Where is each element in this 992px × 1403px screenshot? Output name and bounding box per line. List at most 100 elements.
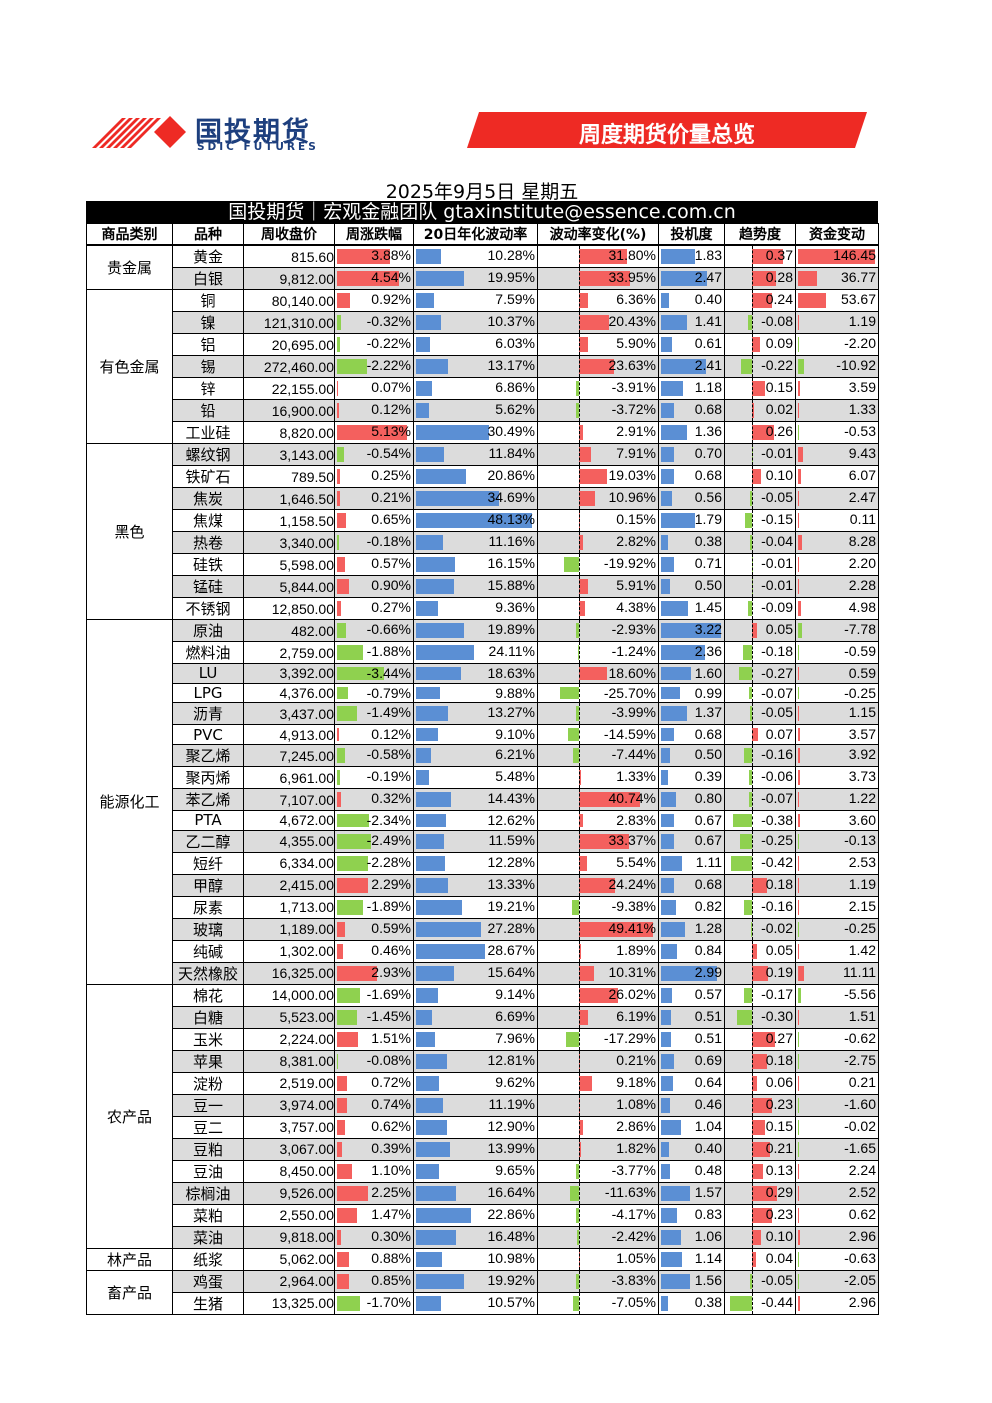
header-fund-flow: 资金变动 bbox=[795, 223, 879, 246]
zero-axis bbox=[578, 897, 581, 918]
chg-value: 0.90% bbox=[371, 577, 411, 593]
vol-bar bbox=[416, 579, 455, 594]
vol-value: 9.65% bbox=[495, 1161, 535, 1178]
trend-cell: 0.05 bbox=[724, 619, 796, 642]
fund-bar bbox=[798, 965, 804, 981]
vol-bar bbox=[416, 792, 451, 808]
commodity-name: 玻璃 bbox=[172, 917, 244, 941]
fund-cell: 0.62 bbox=[795, 1203, 879, 1227]
spec-value: 2.41 bbox=[694, 357, 722, 373]
zero-axis bbox=[752, 897, 754, 918]
spec-cell: 0.48 bbox=[658, 1159, 725, 1183]
spec-bar bbox=[661, 337, 673, 352]
category-cell: 农产品 bbox=[86, 983, 173, 1249]
vol-cell: 19.21% bbox=[413, 895, 538, 919]
vchg-bar bbox=[578, 792, 641, 808]
vol-value: 7.59% bbox=[495, 291, 535, 307]
fund-value: 2.96 bbox=[848, 1293, 876, 1310]
fund-value: 1.19 bbox=[848, 875, 876, 892]
vol-cell: 13.33% bbox=[413, 873, 538, 897]
spec-value: 0.84 bbox=[694, 941, 722, 958]
trend-value: 0.24 bbox=[765, 291, 793, 307]
vol-cell: 34.69% bbox=[413, 487, 538, 510]
chg-bar bbox=[337, 1075, 347, 1091]
vol-value: 48.13% bbox=[487, 511, 535, 527]
zero-axis bbox=[752, 1205, 754, 1226]
chg-bar bbox=[337, 491, 340, 506]
zero-axis bbox=[578, 1249, 581, 1270]
vol-bar bbox=[416, 921, 482, 937]
commodity-name: 铁矿石 bbox=[172, 465, 244, 488]
trend-bar bbox=[749, 491, 753, 506]
trend-cell: -0.25 bbox=[724, 829, 796, 853]
spec-cell: 0.71 bbox=[658, 553, 725, 576]
fund-cell: 0.11 bbox=[795, 509, 879, 532]
vol-bar bbox=[416, 381, 433, 396]
table-row: 黑色 螺纹钢 3,143.00 -0.54% 11.84% 7.91% 0.70 -0.01 9… bbox=[86, 443, 879, 620]
vchg-bar bbox=[577, 645, 579, 660]
commodity-name: 沥青 bbox=[172, 702, 244, 726]
fund-bar bbox=[798, 1097, 799, 1113]
vol-bar bbox=[416, 855, 446, 871]
chg-cell: 0.59% bbox=[334, 917, 414, 941]
vol-value: 11.19% bbox=[488, 1095, 535, 1112]
table-row: 豆一 3,974.00 0.74% 11.19% 1.08% 0.46 0.23 -1.60 bbox=[87, 1093, 879, 1117]
fund-value: 1.22 bbox=[848, 790, 876, 807]
spec-bar bbox=[661, 1075, 674, 1091]
trend-value: -0.16 bbox=[761, 897, 793, 914]
vchg-value: -7.05% bbox=[611, 1293, 656, 1310]
vol-cell: 22.86% bbox=[413, 1203, 538, 1227]
vol-bar bbox=[416, 513, 532, 528]
chg-bar bbox=[337, 1229, 342, 1245]
zero-axis bbox=[578, 1293, 581, 1314]
fund-bar bbox=[798, 491, 800, 506]
close-price: 2,415.00 bbox=[243, 873, 335, 897]
category-cell: 有色金属 bbox=[86, 289, 173, 444]
vol-value: 12.81% bbox=[487, 1051, 535, 1068]
table-row: PVC 4,913.00 0.12% 9.10% -14.59% 0.68 0.07 3.57 bbox=[87, 724, 879, 746]
chg-bar bbox=[337, 425, 407, 440]
spec-value: 0.40 bbox=[694, 291, 722, 307]
zero-axis bbox=[578, 963, 581, 984]
spec-bar bbox=[661, 1119, 681, 1135]
spec-value: 1.45 bbox=[694, 599, 722, 615]
commodity-name: 不锈钢 bbox=[172, 597, 244, 620]
fund-bar bbox=[798, 579, 800, 594]
fund-cell: 9.43 bbox=[795, 443, 879, 466]
vchg-bar bbox=[578, 1141, 582, 1157]
zero-axis bbox=[578, 422, 581, 443]
chg-cell: -2.28% bbox=[334, 851, 414, 875]
vol-cell: 16.48% bbox=[413, 1225, 538, 1249]
vchg-value: 26.02% bbox=[608, 985, 656, 1002]
spec-bar bbox=[661, 814, 674, 827]
close-price: 272,460.00 bbox=[243, 355, 335, 378]
chg-value: 0.39% bbox=[371, 1139, 411, 1156]
vol-bar bbox=[416, 1009, 433, 1025]
table-row: 纯碱 1,302.00 0.46% 28.67% 1.89% 0.84 0.05 1.42 bbox=[87, 939, 879, 963]
vchg-cell: 2.82% bbox=[537, 531, 659, 554]
fund-value: 3.92 bbox=[848, 746, 876, 763]
fund-cell: 1.51 bbox=[795, 1005, 879, 1029]
vchg-bar bbox=[575, 1273, 579, 1289]
vol-value: 6.69% bbox=[495, 1007, 535, 1024]
spec-value: 0.68 bbox=[694, 401, 722, 417]
fund-bar bbox=[798, 1031, 799, 1047]
spec-bar bbox=[661, 1273, 691, 1289]
vol-bar bbox=[416, 403, 430, 418]
vol-bar bbox=[416, 1273, 464, 1289]
vchg-value: 49.41% bbox=[608, 919, 656, 936]
zero-axis bbox=[752, 1095, 754, 1116]
fund-cell: -0.02 bbox=[795, 1115, 879, 1139]
fund-cell: -0.53 bbox=[795, 421, 879, 444]
zero-axis bbox=[752, 664, 754, 683]
trend-value: 0.09 bbox=[765, 335, 793, 351]
header-vol-change: 波动率变化(%) bbox=[537, 223, 659, 246]
spec-bar bbox=[661, 579, 671, 594]
spec-value: 0.80 bbox=[694, 790, 722, 807]
zero-axis bbox=[752, 1139, 754, 1160]
fund-bar bbox=[798, 921, 799, 937]
zero-axis bbox=[752, 703, 754, 724]
vchg-cell: -25.70% bbox=[537, 682, 659, 704]
vol-bar bbox=[416, 1097, 443, 1113]
vchg-cell: 0.15% bbox=[537, 509, 659, 532]
